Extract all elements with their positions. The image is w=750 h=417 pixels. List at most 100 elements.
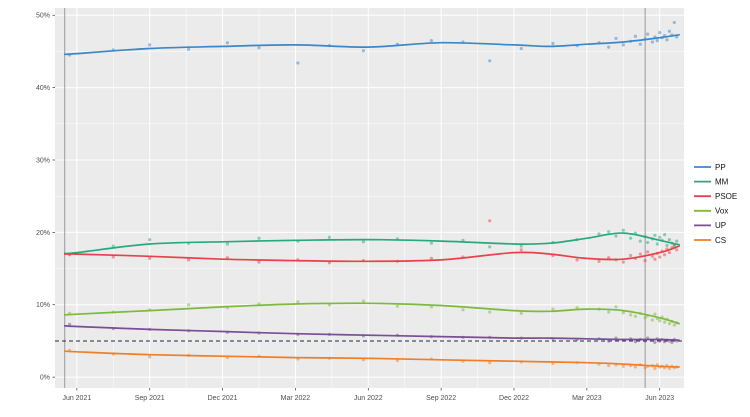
legend-label-pp: PP bbox=[715, 163, 726, 172]
y-axis: 0% 10% 20% 30% 40% 50% bbox=[36, 13, 55, 382]
poll-point bbox=[488, 245, 492, 249]
poll-point bbox=[663, 253, 667, 257]
poll-point bbox=[148, 43, 152, 47]
poll-point bbox=[429, 241, 433, 245]
poll-point bbox=[621, 260, 625, 264]
poll-point bbox=[638, 252, 642, 256]
x-tick-label: Sep 2022 bbox=[426, 395, 456, 402]
poll-point bbox=[429, 305, 433, 309]
poll-point bbox=[327, 235, 331, 239]
poll-point bbox=[672, 20, 676, 25]
poll-point bbox=[650, 318, 655, 322]
x-tick-label: Dec 2022 bbox=[499, 395, 529, 402]
legend-item-vox: Vox bbox=[694, 207, 728, 216]
poll-point bbox=[643, 366, 647, 370]
poll-point bbox=[519, 46, 523, 51]
poll-point bbox=[658, 319, 662, 323]
poll-point bbox=[488, 59, 492, 63]
poll-point bbox=[675, 239, 679, 243]
x-tick-label: Jun 2023 bbox=[645, 395, 674, 402]
poll-point bbox=[296, 300, 300, 304]
poll-point bbox=[621, 364, 625, 368]
poll-point bbox=[621, 43, 625, 47]
poll-point bbox=[650, 254, 655, 258]
poll-point bbox=[663, 320, 667, 324]
poll-point bbox=[658, 235, 662, 239]
poll-point bbox=[643, 259, 647, 263]
poll-point bbox=[296, 61, 300, 65]
minor-gridlines bbox=[55, 8, 684, 388]
poll-point bbox=[607, 45, 611, 49]
poll-point bbox=[225, 242, 229, 246]
x-tick-label: Mar 2022 bbox=[281, 395, 311, 402]
poll-point bbox=[638, 239, 642, 243]
poll-point bbox=[667, 29, 672, 33]
trend-line-vox bbox=[63, 302, 680, 325]
poll-point bbox=[675, 248, 679, 252]
poll-point bbox=[607, 256, 611, 260]
plot-panel bbox=[55, 8, 684, 388]
x-tick-label: Jun 2022 bbox=[354, 395, 383, 402]
poll-point bbox=[653, 312, 657, 316]
poll-point bbox=[629, 313, 633, 317]
poll-point bbox=[614, 305, 618, 309]
poll-point bbox=[629, 253, 633, 258]
legend-label-psoe: PSOE bbox=[715, 192, 737, 201]
legend-label-vox: Vox bbox=[715, 207, 728, 216]
poll-point bbox=[663, 340, 667, 344]
poll-point bbox=[519, 244, 523, 248]
poll-point bbox=[650, 40, 655, 44]
poll-point bbox=[327, 261, 331, 265]
y-tick-label: 30% bbox=[36, 157, 50, 164]
poll-point bbox=[633, 365, 638, 369]
poll-point bbox=[519, 248, 523, 252]
poll-point bbox=[665, 243, 669, 247]
poll-point bbox=[148, 355, 152, 359]
poll-point bbox=[111, 244, 115, 248]
poll-point bbox=[429, 256, 433, 260]
poll-point bbox=[111, 255, 115, 259]
poll-point bbox=[361, 49, 365, 53]
x-tick-label: Sep 2021 bbox=[135, 395, 165, 402]
legend-label-mm: MM bbox=[715, 177, 729, 186]
legend: PP MM PSOE Vox UP CS bbox=[694, 163, 737, 245]
poll-point bbox=[653, 366, 657, 371]
poll-point bbox=[225, 41, 229, 45]
poll-point bbox=[655, 242, 659, 246]
poll-point bbox=[614, 234, 618, 238]
poll-point bbox=[395, 304, 399, 308]
poll-point bbox=[658, 30, 662, 35]
poll-point bbox=[575, 258, 579, 262]
trend-line-cs bbox=[63, 350, 680, 368]
poll-point bbox=[621, 228, 625, 232]
poll-point bbox=[68, 322, 72, 326]
poll-point bbox=[667, 251, 672, 255]
poll-point bbox=[488, 361, 492, 365]
poll-point bbox=[667, 366, 672, 371]
poll-point bbox=[672, 323, 676, 327]
poll-point bbox=[653, 340, 657, 344]
poll-point bbox=[575, 306, 579, 310]
poll-point bbox=[607, 339, 611, 343]
poll-point bbox=[257, 236, 261, 240]
poll-point bbox=[148, 256, 152, 260]
poll-point bbox=[361, 240, 365, 244]
legend-item-pp: PP bbox=[694, 163, 726, 172]
poll-point bbox=[653, 233, 657, 237]
poll-point bbox=[551, 41, 555, 46]
poll-point bbox=[646, 250, 650, 254]
x-axis: Jun 2021 Sep 2021 Dec 2021 Mar 2022 Jun 2022… bbox=[62, 388, 674, 402]
poll-point bbox=[646, 240, 650, 245]
y-tick-label: 10% bbox=[36, 302, 50, 309]
trend-line-psoe bbox=[63, 245, 680, 263]
legend-item-up: UP bbox=[694, 221, 726, 230]
poll-point bbox=[187, 47, 191, 51]
poll-point bbox=[633, 314, 638, 318]
poll-point bbox=[361, 299, 365, 303]
poll-point bbox=[670, 340, 674, 344]
poll-point bbox=[257, 260, 261, 264]
poll-point bbox=[621, 311, 625, 315]
poll-point bbox=[665, 38, 669, 42]
